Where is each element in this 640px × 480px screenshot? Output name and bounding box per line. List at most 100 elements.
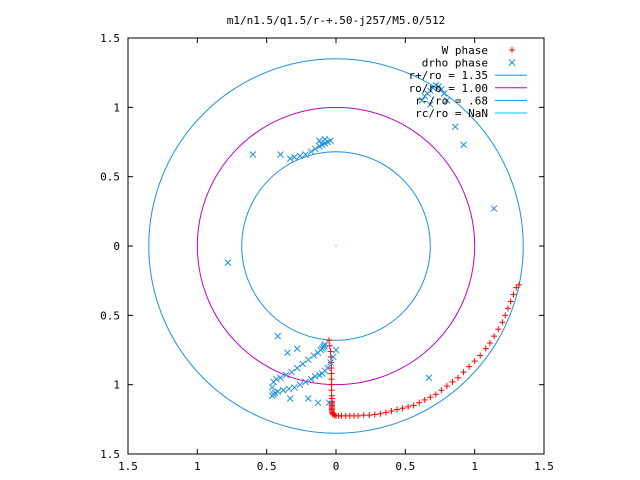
drho-phase-point: [460, 141, 467, 149]
w-phase-point: [421, 396, 428, 403]
drho-phase-point: [291, 384, 298, 391]
drho-phase-point: [490, 205, 498, 212]
drho-phase-point: [451, 123, 459, 131]
drho-phase-point: [296, 152, 304, 160]
w-phase-point: [326, 337, 333, 344]
drho-phase-point: [332, 346, 340, 354]
w-phase-point: [466, 363, 473, 370]
w-phase-point: [382, 409, 389, 416]
legend-label: r+/ro = 1.35: [409, 69, 488, 82]
w-phase-point: [355, 412, 362, 419]
drho-phase-point: [288, 368, 295, 376]
w-phase-point: [399, 405, 406, 412]
drho-phase-point: [268, 384, 276, 391]
w-phase-point: [432, 391, 439, 398]
drho-phase-point: [296, 381, 304, 389]
w-phase-point: [328, 387, 335, 394]
y-tick-label: 0.5: [100, 309, 120, 322]
legend-marker: [508, 59, 516, 66]
w-phase-point: [328, 381, 335, 388]
drho-phase-point: [327, 359, 334, 366]
w-phase-point: [471, 358, 478, 365]
drho-phase-point: [310, 352, 318, 359]
w-phase-point: [486, 340, 493, 347]
drho-phase-point: [293, 345, 301, 352]
w-phase-point: [482, 345, 489, 352]
drho-phase-point: [438, 85, 445, 93]
drho-phase-point: [316, 371, 323, 379]
drho-phase-point: [311, 372, 319, 380]
legend-label: rc/ro = NaN: [415, 107, 488, 120]
drho-phase-point: [325, 399, 333, 407]
drho-phase-point: [282, 371, 290, 379]
drho-phase-point: [329, 353, 337, 361]
drho-phase-point: [285, 385, 293, 393]
drho-phase-point: [277, 151, 284, 158]
w-phase-point: [427, 394, 434, 401]
w-phase-point: [499, 319, 506, 326]
drho-phase-point: [279, 386, 287, 394]
circle-r-ro-1-35: [148, 58, 524, 434]
w-phase-point: [328, 370, 335, 377]
drho-phase-point: [274, 332, 282, 340]
drho-phase-point: [299, 360, 307, 368]
w-phase-point: [394, 406, 401, 413]
w-phase-point: [502, 312, 509, 319]
drho-phase-point: [321, 135, 329, 143]
w-phase-point: [443, 383, 450, 390]
y-tick-label: 1: [113, 379, 120, 392]
drho-phase-point: [224, 259, 232, 266]
y-tick-label: 0.5: [100, 171, 120, 184]
drho-phase-point: [302, 151, 309, 158]
drho-phase-point: [307, 375, 315, 383]
w-phase-point: [510, 291, 517, 298]
w-phase-point: [377, 410, 384, 417]
drho-phase-point: [286, 395, 294, 402]
w-phase-point: [455, 374, 462, 381]
drho-phase-point: [311, 145, 319, 153]
w-phase-point: [331, 412, 338, 419]
w-phase-point: [328, 365, 335, 372]
drho-phase-point: [268, 392, 276, 400]
w-phase-point: [327, 348, 334, 355]
drho-phase-point: [291, 153, 298, 161]
x-tick-label: 1.5: [118, 460, 138, 473]
drho-phase-point: [277, 374, 284, 382]
chart-title: m1/n1.5/q1.5/r-+.50-j257/M5.0/512: [227, 14, 446, 27]
drho-phase-point: [249, 151, 257, 158]
legend-label: ro/ro = 1.00: [409, 82, 488, 95]
legend-label: r-/ro = .68: [415, 94, 488, 107]
w-phase-point: [360, 412, 367, 419]
drho-phase-point: [293, 364, 301, 372]
x-tick-label: 1: [194, 460, 201, 473]
drho-phase-point: [316, 142, 323, 150]
drho-phase-point: [426, 101, 434, 108]
y-tick-label: 1.5: [100, 32, 120, 45]
drho-phase-point: [440, 90, 448, 97]
w-phase-point: [366, 412, 373, 419]
drho-phase-point: [304, 356, 312, 364]
w-phase-point: [516, 281, 523, 288]
points-layer: [224, 81, 523, 419]
w-phase-point: [330, 411, 337, 418]
x-tick-label: 0.5: [257, 460, 277, 473]
drho-phase-point: [314, 399, 322, 407]
drho-phase-point: [284, 349, 291, 357]
w-phase-point: [410, 402, 417, 409]
circle-r-ro-68: [241, 151, 431, 341]
w-phase-point: [328, 376, 335, 383]
circles-layer: [148, 58, 524, 434]
w-phase-point: [405, 403, 412, 410]
w-phase-point: [504, 305, 511, 312]
w-phase-point: [507, 298, 514, 305]
drho-phase-point: [307, 148, 315, 156]
drho-phase-point: [273, 375, 280, 383]
w-phase-point: [371, 411, 378, 418]
drho-phase-point: [443, 97, 451, 104]
w-phase-point: [495, 326, 502, 333]
w-phase-point: [416, 399, 423, 406]
y-tick-label: 0: [113, 240, 120, 253]
x-tick-label: 1: [471, 460, 478, 473]
